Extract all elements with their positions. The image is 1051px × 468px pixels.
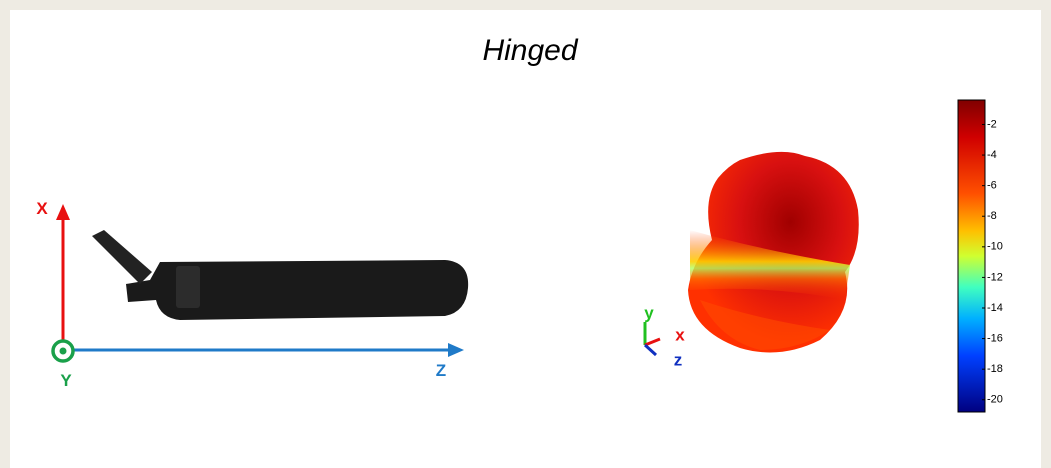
colorbar-tick-label: -4 [987,149,997,161]
axis-label: x [675,325,685,344]
colorbar-tick-label: -14 [987,302,1003,314]
arrowhead [448,343,464,357]
colorbar [957,99,986,413]
title: Hinged [482,34,578,67]
colorbar-tick-label: -2 [987,118,997,130]
colorbar-tick-label: -10 [987,241,1003,253]
colorbar-tick-label: -16 [987,332,1003,344]
colorbar-tick-label: -8 [987,210,997,222]
pattern-triad [643,322,661,357]
panel [10,10,1041,468]
colorbar-tick-label: -18 [987,363,1003,375]
axis-label: Z [436,361,446,380]
colorbar-tick-label: -20 [987,394,1003,406]
radiation-pattern [688,151,859,353]
axis-label: z [674,350,683,369]
axis-label: y [644,303,654,322]
axis-label: Y [60,371,72,390]
antenna [92,230,469,320]
y-axis-dot [59,347,67,355]
colorbar-tick-label: -6 [987,180,997,192]
axis-label: X [36,199,48,218]
arrowhead [56,204,70,220]
colorbar-tick-label: -12 [987,271,1003,283]
